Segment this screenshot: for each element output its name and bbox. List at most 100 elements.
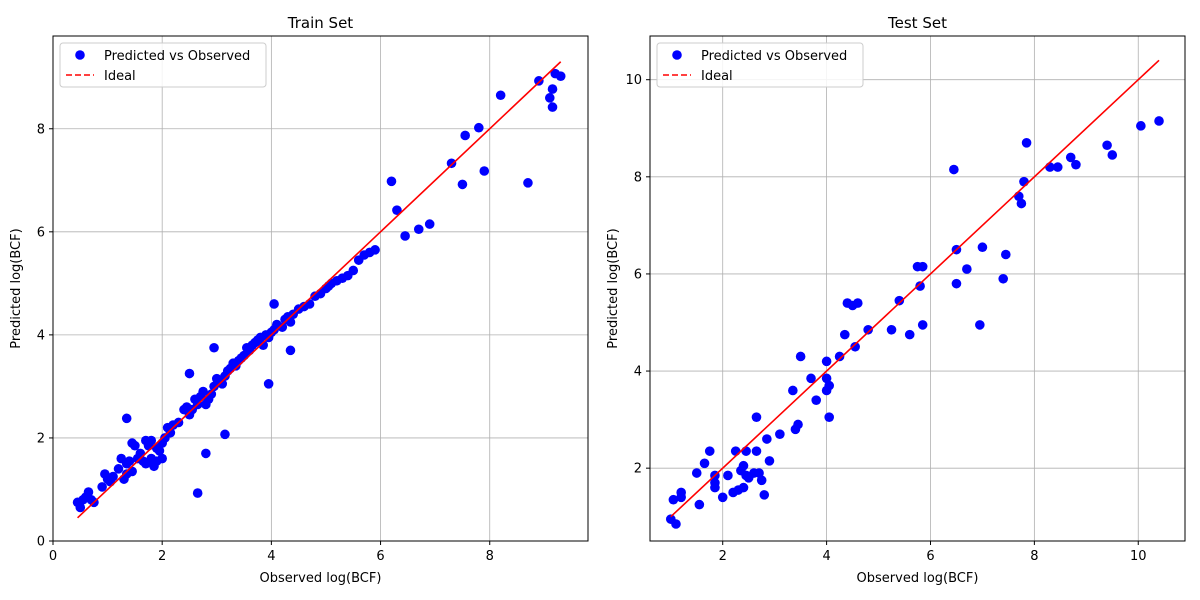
- data-point: [414, 224, 424, 234]
- data-point: [1001, 250, 1011, 260]
- data-point: [425, 219, 435, 229]
- data-point: [146, 436, 156, 446]
- data-point: [534, 76, 544, 86]
- data-point: [765, 456, 775, 466]
- y-tick-label: 0: [37, 535, 45, 550]
- data-point: [1022, 138, 1032, 148]
- data-point: [853, 298, 863, 308]
- legend-label-points: Predicted vs Observed: [701, 49, 847, 64]
- x-tick-label: 2: [719, 549, 727, 564]
- legend: Predicted vs Observed Ideal: [60, 43, 266, 87]
- x-tick-label: 8: [1030, 549, 1038, 564]
- x-tick-label: 8: [486, 549, 494, 564]
- data-point: [918, 262, 928, 272]
- x-axis-label: Observed log(BCF): [857, 571, 979, 586]
- data-point: [739, 461, 749, 471]
- data-point: [523, 178, 533, 188]
- data-point: [700, 459, 710, 469]
- legend-marker-points: [672, 50, 682, 60]
- data-point: [887, 325, 897, 335]
- legend: Predicted vs Observed Ideal: [657, 43, 863, 87]
- y-tick-label: 6: [634, 267, 642, 282]
- data-point: [952, 279, 962, 289]
- data-point: [718, 492, 728, 502]
- data-point: [114, 464, 124, 474]
- data-point: [185, 369, 195, 379]
- data-point: [752, 446, 762, 456]
- data-point: [705, 446, 715, 456]
- data-point: [759, 490, 769, 500]
- data-point: [545, 93, 555, 103]
- y-tick-label: 8: [634, 170, 642, 185]
- data-point: [762, 434, 772, 444]
- legend-label-ideal: Ideal: [104, 69, 136, 84]
- chart-title: Test Set: [887, 14, 947, 32]
- x-tick-label: 2: [158, 549, 166, 564]
- data-point: [305, 299, 315, 309]
- data-point: [97, 482, 107, 492]
- y-tick-label: 4: [634, 365, 642, 380]
- data-point: [447, 158, 457, 168]
- data-point: [905, 330, 915, 340]
- data-point: [796, 352, 806, 362]
- x-tick-label: 4: [267, 549, 275, 564]
- legend-marker-points: [75, 50, 85, 60]
- x-tick-label: 0: [49, 549, 57, 564]
- x-axis-label: Observed log(BCF): [260, 571, 382, 586]
- data-point: [824, 412, 834, 422]
- data-point: [692, 468, 702, 478]
- data-point: [949, 165, 959, 175]
- y-tick-label: 2: [634, 462, 642, 477]
- data-point: [788, 386, 798, 396]
- data-point: [209, 343, 219, 353]
- data-point: [460, 131, 470, 141]
- legend-label-ideal: Ideal: [701, 69, 733, 84]
- data-point: [731, 446, 741, 456]
- y-tick-label: 6: [37, 225, 45, 240]
- data-point: [479, 166, 489, 176]
- x-tick-label: 4: [822, 549, 830, 564]
- data-point: [264, 379, 274, 389]
- chart-panel-2: 2 4 6 8 10 2 4 6 8 10 Test Set Observed log(BCF) Pre…: [606, 14, 1185, 586]
- data-point: [108, 472, 118, 482]
- data-point: [840, 330, 850, 340]
- x-tick-label: 6: [926, 549, 934, 564]
- data-point: [676, 492, 686, 502]
- data-point: [793, 420, 803, 430]
- data-point: [1053, 162, 1063, 172]
- data-point: [978, 242, 988, 252]
- data-point: [548, 102, 558, 112]
- data-point: [723, 471, 733, 481]
- data-point: [775, 429, 785, 439]
- data-point: [811, 395, 821, 405]
- data-point: [998, 274, 1008, 284]
- data-point: [201, 449, 211, 459]
- data-point: [193, 488, 203, 498]
- data-point: [556, 71, 566, 81]
- data-point: [1071, 160, 1081, 170]
- data-point: [125, 456, 135, 466]
- y-tick-label: 8: [37, 122, 45, 137]
- x-tick-label: 6: [376, 549, 384, 564]
- y-tick-label: 2: [37, 431, 45, 446]
- data-point: [1136, 121, 1146, 131]
- data-point: [348, 266, 358, 276]
- data-point: [269, 299, 279, 309]
- y-axis-label: Predicted log(BCF): [9, 228, 24, 348]
- y-axis-label: Predicted log(BCF): [606, 228, 621, 348]
- x-tick-label: 10: [1130, 549, 1147, 564]
- y-tick-label: 10: [625, 73, 642, 88]
- chart-panel-1: 0 2 4 6 8 0 2 4 6 8 Train Set Observed log(BCF) Pred…: [9, 14, 588, 586]
- data-point: [370, 245, 380, 255]
- ideal-line: [78, 62, 561, 518]
- data-point: [198, 387, 208, 397]
- data-point: [1017, 199, 1027, 209]
- data-point: [1107, 150, 1117, 160]
- data-point: [918, 320, 928, 330]
- data-point: [496, 90, 506, 100]
- data-point: [757, 476, 767, 486]
- data-point: [671, 519, 681, 529]
- data-point: [741, 446, 751, 456]
- ideal-line: [671, 60, 1159, 516]
